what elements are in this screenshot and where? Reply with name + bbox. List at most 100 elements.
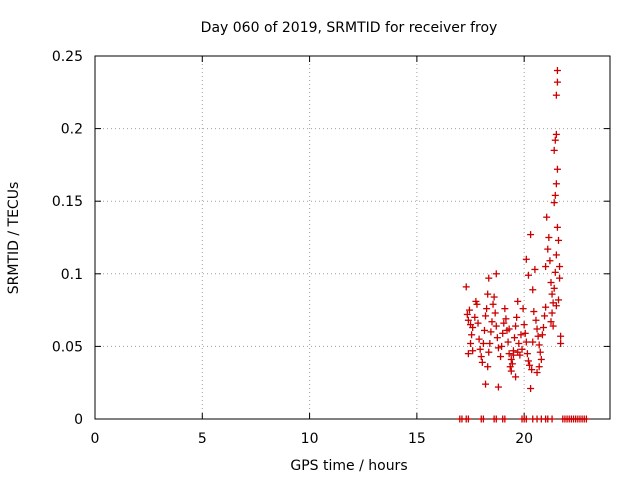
data-point bbox=[494, 383, 502, 391]
data-point bbox=[536, 348, 544, 356]
data-point bbox=[550, 284, 558, 292]
data-point bbox=[551, 136, 559, 144]
x-tick-label: 0 bbox=[91, 431, 100, 447]
data-point bbox=[471, 313, 479, 321]
data-point bbox=[502, 315, 510, 323]
data-point bbox=[557, 339, 565, 347]
data-point bbox=[524, 357, 532, 365]
data-point bbox=[531, 265, 539, 273]
data-point bbox=[462, 283, 470, 291]
data-point bbox=[499, 329, 507, 337]
data-point bbox=[464, 350, 472, 358]
data-point bbox=[517, 331, 525, 339]
data-point bbox=[529, 338, 537, 346]
data-point bbox=[538, 331, 546, 339]
data-point bbox=[521, 329, 529, 337]
y-tick-label: 0.1 bbox=[61, 267, 83, 283]
data-point bbox=[492, 322, 500, 330]
data-point bbox=[553, 165, 561, 173]
data-point bbox=[512, 373, 520, 381]
data-point bbox=[483, 305, 491, 313]
data-point bbox=[533, 325, 541, 333]
data-point bbox=[477, 353, 485, 361]
data-point bbox=[491, 309, 499, 317]
data-point bbox=[500, 319, 508, 327]
data-point bbox=[498, 342, 506, 350]
data-point bbox=[493, 334, 501, 342]
data-point bbox=[484, 363, 492, 371]
data-point bbox=[552, 91, 560, 99]
data-point bbox=[479, 415, 487, 423]
data-point bbox=[539, 324, 547, 332]
data-point bbox=[476, 345, 484, 353]
data-point bbox=[464, 415, 472, 423]
data-point bbox=[482, 380, 490, 388]
data-point bbox=[478, 358, 486, 366]
x-tick-label: 20 bbox=[515, 431, 533, 447]
data-point bbox=[515, 339, 523, 347]
data-point bbox=[553, 223, 561, 231]
data-point bbox=[553, 67, 561, 75]
grid bbox=[95, 56, 610, 419]
data-point bbox=[507, 355, 515, 363]
data-point bbox=[547, 318, 555, 326]
data-point bbox=[464, 316, 472, 324]
data-point bbox=[482, 312, 490, 320]
data-point bbox=[463, 310, 471, 318]
data-point bbox=[490, 293, 498, 301]
x-tick-label: 15 bbox=[408, 431, 426, 447]
data-point bbox=[486, 339, 494, 347]
data-point bbox=[497, 353, 505, 361]
data-point bbox=[516, 351, 524, 359]
data-point bbox=[488, 318, 496, 326]
x-tick-label: 10 bbox=[301, 431, 319, 447]
data-point bbox=[524, 271, 532, 279]
data-point bbox=[548, 415, 556, 423]
data-point bbox=[535, 341, 543, 349]
data-point bbox=[542, 303, 550, 311]
data-point bbox=[473, 300, 481, 308]
data-point bbox=[549, 322, 557, 330]
data-point bbox=[544, 245, 552, 253]
data-point bbox=[522, 415, 530, 423]
chart-title: Day 060 of 2019, SRMTID for receiver fro… bbox=[201, 20, 498, 36]
data-point bbox=[582, 415, 590, 423]
data-point bbox=[485, 348, 493, 356]
data-point bbox=[474, 319, 482, 327]
data-point bbox=[548, 309, 556, 317]
data-point bbox=[501, 415, 509, 423]
data-point bbox=[511, 334, 519, 342]
data-point bbox=[469, 324, 477, 332]
data-point bbox=[475, 335, 483, 343]
data-point bbox=[550, 199, 558, 207]
data-point bbox=[550, 146, 558, 154]
data-point bbox=[469, 347, 477, 355]
data-point bbox=[492, 415, 500, 423]
data-point bbox=[512, 322, 520, 330]
y-tick-label: 0.15 bbox=[52, 194, 83, 210]
data-point bbox=[519, 305, 527, 313]
data-point bbox=[467, 339, 475, 347]
data-point bbox=[555, 236, 562, 244]
data-point bbox=[529, 286, 537, 294]
data-point bbox=[527, 231, 535, 239]
data-point bbox=[552, 180, 560, 188]
data-point bbox=[514, 297, 522, 305]
data-point bbox=[505, 350, 513, 358]
data-point bbox=[530, 308, 538, 316]
data-point bbox=[487, 328, 495, 336]
data-point bbox=[548, 290, 556, 298]
plot-frame bbox=[94, 55, 611, 420]
data-point bbox=[546, 257, 554, 265]
data-point bbox=[552, 251, 560, 259]
data-point bbox=[526, 361, 534, 369]
data-point bbox=[492, 270, 500, 278]
data-point bbox=[480, 326, 488, 334]
data-point bbox=[557, 332, 565, 340]
data-point bbox=[551, 268, 559, 276]
data-point bbox=[535, 363, 543, 371]
data-points bbox=[456, 67, 590, 423]
data-point bbox=[501, 305, 509, 313]
data-point bbox=[552, 130, 560, 138]
